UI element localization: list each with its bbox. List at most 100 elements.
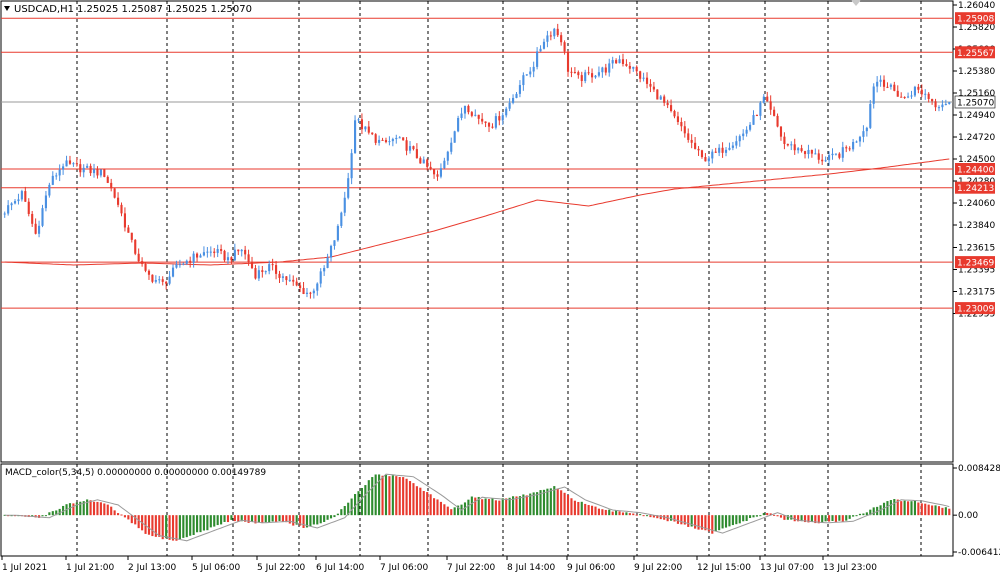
- macd-bar: [470, 496, 473, 516]
- candle: [587, 72, 590, 74]
- candle: [505, 108, 508, 116]
- candle: [44, 195, 47, 209]
- macd-bar: [621, 512, 625, 516]
- macd-bar: [683, 515, 686, 525]
- macd-bar: [113, 510, 116, 516]
- macd-bar: [549, 488, 552, 516]
- candle: [893, 84, 896, 91]
- macd-bar: [68, 503, 72, 516]
- candle: [810, 149, 813, 154]
- candle: [601, 67, 604, 73]
- macd-bar: [103, 503, 106, 516]
- dropdown-triangle-icon[interactable]: [4, 6, 10, 11]
- macd-bar: [731, 515, 734, 526]
- macd-bar: [542, 489, 546, 516]
- macd-bar: [704, 515, 707, 531]
- macd-bar: [261, 515, 264, 524]
- macd-bar: [487, 499, 491, 516]
- candle: [903, 97, 906, 99]
- candle: [168, 276, 171, 284]
- candle: [127, 227, 130, 233]
- candle: [687, 133, 690, 140]
- macd-bar: [814, 515, 817, 524]
- candle: [831, 153, 834, 156]
- macd-bar: [185, 515, 188, 538]
- macd-bar: [903, 500, 906, 516]
- macd-bar: [869, 509, 872, 516]
- candle: [834, 153, 837, 155]
- macd-bar: [872, 507, 875, 516]
- macd-bar: [512, 496, 515, 516]
- candle: [364, 126, 367, 130]
- macd-bar: [532, 492, 535, 516]
- candle: [285, 276, 288, 281]
- macd-bar: [807, 515, 810, 523]
- macd-bar: [44, 515, 47, 517]
- macd-bar: [374, 474, 377, 516]
- y-tick-label: 1.24500: [958, 155, 995, 165]
- candle: [917, 86, 920, 90]
- macd-bar: [845, 515, 848, 521]
- scroll-marker-icon[interactable]: [851, 0, 861, 6]
- macd-bar: [834, 515, 837, 523]
- macd-bar: [426, 492, 429, 516]
- candle: [549, 35, 552, 37]
- macd-bar: [927, 504, 930, 516]
- candle: [165, 281, 168, 284]
- macd-bar: [168, 515, 171, 540]
- x-tick-label: 9 Jul 06:00: [567, 563, 616, 573]
- macd-bar: [766, 512, 769, 516]
- candle: [123, 213, 126, 228]
- macd-bar: [278, 515, 281, 521]
- macd-bar: [319, 515, 322, 524]
- macd-bar: [700, 515, 704, 530]
- candle: [134, 239, 137, 254]
- macd-bar: [323, 515, 326, 522]
- candle: [608, 63, 611, 73]
- candle: [357, 119, 360, 121]
- macd-bar: [491, 498, 494, 516]
- candle: [738, 136, 741, 142]
- candle: [570, 71, 573, 73]
- macd-bar: [171, 515, 175, 541]
- candle: [501, 115, 504, 121]
- horizontal-levels[interactable]: [1, 17, 953, 309]
- macd-bar: [907, 501, 910, 516]
- candle: [299, 285, 302, 288]
- candle: [790, 144, 793, 146]
- macd-bar: [144, 515, 147, 534]
- candle: [51, 175, 54, 185]
- macd-bar: [350, 498, 353, 516]
- candle: [3, 213, 6, 215]
- macd-bar: [652, 515, 655, 518]
- candle: [779, 126, 783, 137]
- candle: [450, 142, 453, 152]
- candle: [937, 107, 941, 109]
- macd-bar: [415, 486, 418, 516]
- candle: [731, 145, 734, 148]
- macd-bar: [388, 476, 391, 516]
- macd-bar: [474, 497, 477, 516]
- macd-bar: [597, 508, 600, 516]
- candle: [944, 103, 947, 105]
- candle: [13, 201, 17, 204]
- candle: [264, 271, 267, 273]
- candle: [484, 121, 487, 123]
- macd-bar: [580, 501, 583, 516]
- candle: [254, 268, 257, 279]
- candle: [120, 204, 123, 214]
- x-tick-label: 1 Jul 2021: [2, 563, 47, 573]
- candle: [749, 124, 752, 130]
- macd-bar: [920, 503, 923, 516]
- macd-bar: [137, 515, 140, 529]
- macd-bar: [405, 478, 408, 516]
- candle: [752, 115, 755, 125]
- macd-bar: [649, 515, 652, 518]
- candle: [659, 96, 662, 100]
- macd-bar: [566, 495, 570, 516]
- level-label-box: [955, 302, 995, 315]
- x-tick-label: 12 Jul 15:00: [697, 563, 751, 573]
- macd-bar: [250, 515, 254, 523]
- candle: [31, 213, 34, 224]
